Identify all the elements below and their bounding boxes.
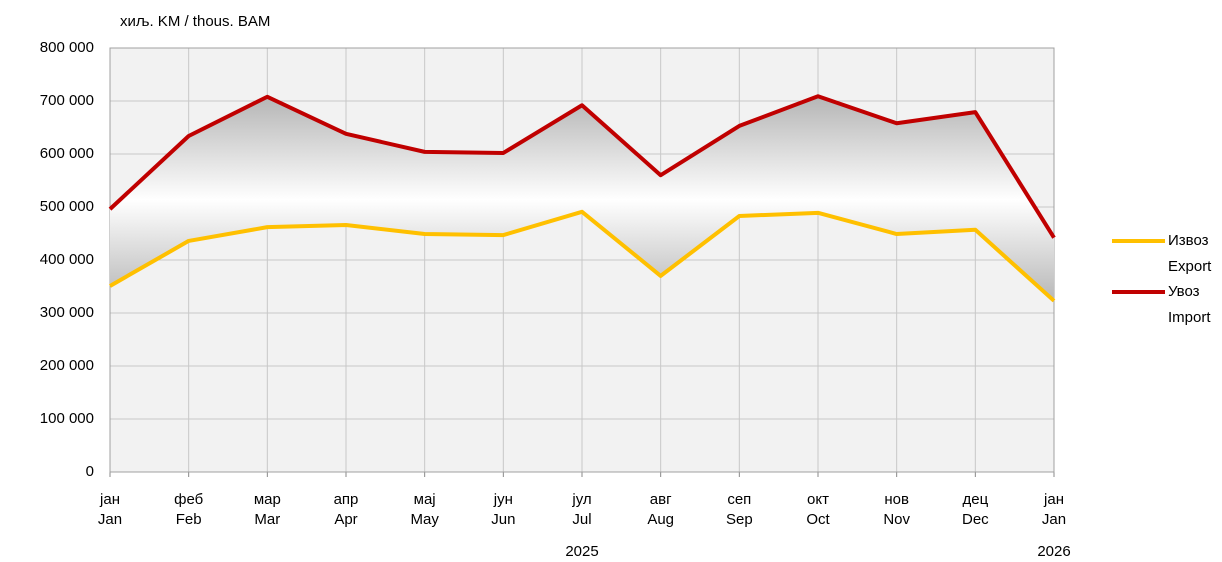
x-tick-label-en: Feb <box>176 511 202 528</box>
x-tick-label: нов <box>884 491 909 508</box>
x-tick-label: јан <box>1043 491 1064 508</box>
x-tick-label-en: Apr <box>334 511 357 528</box>
unit-label: хиљ. KM / thous. BAM <box>120 13 270 30</box>
y-tick-label: 500 000 <box>40 198 94 215</box>
x-tick-label-en: Mar <box>254 511 280 528</box>
x-tick-label: авг <box>650 491 672 508</box>
y-tick-label: 0 <box>86 463 94 480</box>
year-label: 2025 <box>565 543 598 560</box>
x-tick-label: мар <box>254 491 281 508</box>
x-tick-label-en: Aug <box>647 511 674 528</box>
x-tick-label: феб <box>174 491 203 508</box>
y-tick-label: 300 000 <box>40 304 94 321</box>
x-tick-label-en: Nov <box>883 511 910 528</box>
x-tick-label-en: Oct <box>806 511 830 528</box>
x-tick-label: јан <box>99 491 120 508</box>
series-line <box>109 209 1056 303</box>
x-tick-label-en: May <box>410 511 439 528</box>
x-tick-label-en: Dec <box>962 511 989 528</box>
x-tick-label-en: Jan <box>1042 511 1066 528</box>
x-tick-label: апр <box>334 491 359 508</box>
x-tick-label-en: Sep <box>726 511 753 528</box>
x-tick-label-en: Jan <box>98 511 122 528</box>
y-tick-label: 100 000 <box>40 410 94 427</box>
y-tick-label: 700 000 <box>40 92 94 109</box>
x-tick-label: јун <box>493 491 513 508</box>
legend-label: Увоз <box>1168 283 1200 300</box>
x-tick-label: окт <box>807 491 829 508</box>
x-tick-label-en: Jun <box>491 511 515 528</box>
x-tick-label: сеп <box>727 491 751 508</box>
y-tick-label: 200 000 <box>40 357 94 374</box>
y-tick-label: 400 000 <box>40 251 94 268</box>
y-tick-label: 600 000 <box>40 145 94 162</box>
legend-label-en: Export <box>1168 258 1212 275</box>
x-tick-label: мај <box>414 491 436 508</box>
series-line <box>108 94 1056 239</box>
legend-label-en: Import <box>1168 309 1211 326</box>
y-tick-label: 800 000 <box>40 39 94 56</box>
legend-label: Извоз <box>1168 232 1209 249</box>
x-tick-label-en: Jul <box>572 511 591 528</box>
x-tick-label: дец <box>962 491 988 508</box>
x-tick-label: јул <box>571 491 591 508</box>
band-fill <box>110 96 1054 301</box>
year-label: 2026 <box>1037 543 1070 560</box>
